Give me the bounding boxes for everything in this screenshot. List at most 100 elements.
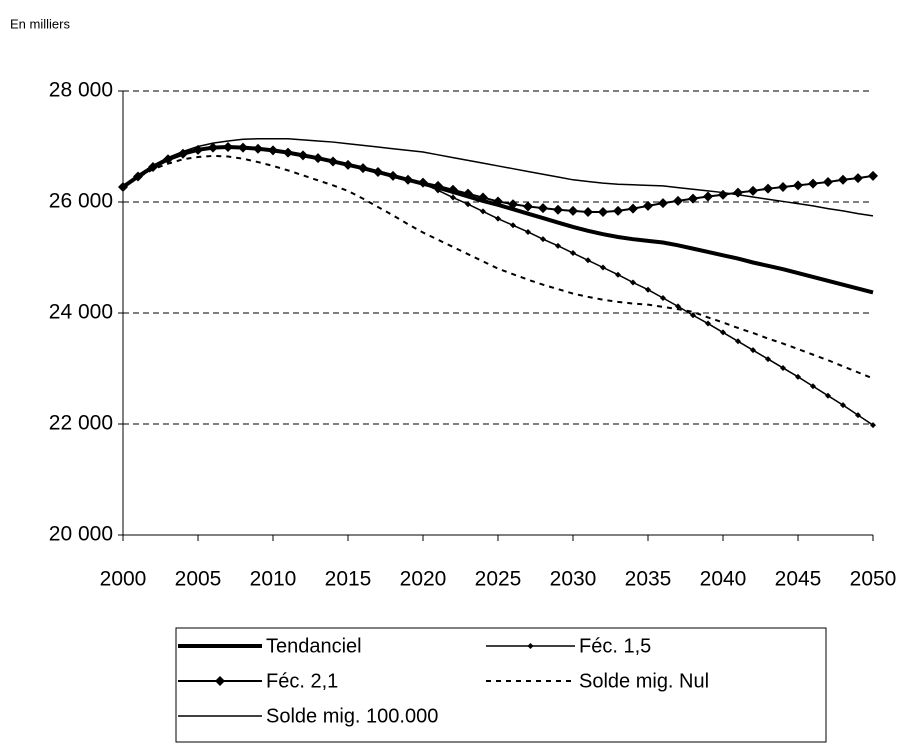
marker	[765, 356, 771, 363]
marker	[628, 203, 638, 214]
marker	[478, 192, 488, 203]
marker	[810, 383, 816, 390]
marker	[493, 196, 503, 207]
series-line	[122, 154, 874, 380]
marker	[750, 347, 756, 354]
marker	[793, 180, 803, 191]
legend-label: Féc. 1,5	[579, 635, 651, 657]
y-axis-label: En milliers	[10, 16, 70, 31]
marker	[705, 320, 711, 327]
marker	[358, 163, 368, 174]
marker	[645, 286, 651, 293]
x-tick-label: 2000	[100, 568, 147, 591]
marker	[613, 205, 623, 216]
marker	[373, 167, 383, 178]
marker	[480, 208, 486, 215]
marker	[508, 199, 518, 210]
x-tick-label: 2025	[475, 568, 522, 591]
marker	[568, 205, 578, 216]
marker	[433, 180, 443, 191]
marker	[418, 177, 428, 188]
marker	[690, 312, 696, 319]
marker	[253, 143, 263, 154]
marker	[675, 303, 681, 310]
marker	[630, 279, 636, 286]
marker	[778, 182, 788, 193]
marker	[553, 204, 563, 215]
x-tick-label: 2045	[775, 568, 822, 591]
y-tick-label: 26 000	[49, 190, 113, 213]
marker	[763, 183, 773, 194]
marker	[570, 250, 576, 257]
legend-label: Solde mig. 100.000	[266, 705, 438, 727]
marker	[510, 222, 516, 229]
marker	[838, 174, 848, 185]
marker	[795, 373, 801, 380]
marker	[403, 174, 413, 185]
marker	[868, 170, 878, 181]
legend-marker	[215, 676, 225, 686]
marker	[733, 187, 743, 198]
x-tick-label: 2020	[400, 568, 447, 591]
y-tick-label: 22 000	[49, 412, 113, 435]
marker	[465, 201, 471, 208]
marker	[855, 412, 861, 419]
series-line	[122, 137, 874, 217]
marker	[823, 177, 833, 188]
marker	[615, 271, 621, 278]
marker	[673, 195, 683, 206]
marker	[343, 159, 353, 170]
marker	[660, 295, 666, 302]
y-tick-label: 28 000	[49, 79, 113, 102]
marker	[780, 364, 786, 371]
x-tick-label: 2005	[175, 568, 222, 591]
marker	[748, 185, 758, 196]
x-tick-label: 2015	[325, 568, 372, 591]
marker	[870, 422, 876, 429]
marker	[283, 147, 293, 158]
legend-label: Solde mig. Nul	[579, 670, 709, 692]
marker	[658, 198, 668, 209]
x-tick-label: 2040	[700, 568, 747, 591]
marker	[703, 191, 713, 202]
x-tick-label: 2030	[550, 568, 597, 591]
marker	[463, 188, 473, 199]
marker	[540, 236, 546, 243]
marker	[598, 206, 608, 217]
marker	[495, 215, 501, 222]
x-tick-label: 2010	[250, 568, 297, 591]
marker	[808, 178, 818, 189]
marker	[600, 264, 606, 271]
marker	[448, 184, 458, 195]
marker	[208, 142, 218, 153]
marker	[555, 242, 561, 249]
marker	[735, 338, 741, 345]
marker	[238, 142, 248, 153]
legend-box	[175, 627, 827, 743]
marker	[523, 201, 533, 212]
marker	[688, 193, 698, 204]
marker	[643, 200, 653, 211]
marker	[298, 150, 308, 161]
x-tick-label: 2050	[850, 568, 897, 591]
marker	[328, 156, 338, 167]
marker	[450, 194, 456, 201]
legend-marker	[527, 643, 534, 649]
marker	[313, 153, 323, 164]
marker	[388, 170, 398, 181]
y-tick-label: 24 000	[49, 301, 113, 324]
marker	[585, 257, 591, 264]
legend-label: Féc. 2,1	[266, 670, 338, 692]
marker	[538, 203, 548, 214]
x-tick-label: 2035	[625, 568, 672, 591]
y-tick-label: 20 000	[49, 523, 113, 546]
marker	[720, 329, 726, 336]
legend-label: Tendanciel	[266, 635, 362, 657]
marker	[268, 145, 278, 156]
series-line	[122, 146, 874, 426]
marker	[718, 189, 728, 200]
marker	[825, 392, 831, 399]
marker	[525, 228, 531, 235]
marker	[853, 173, 863, 184]
